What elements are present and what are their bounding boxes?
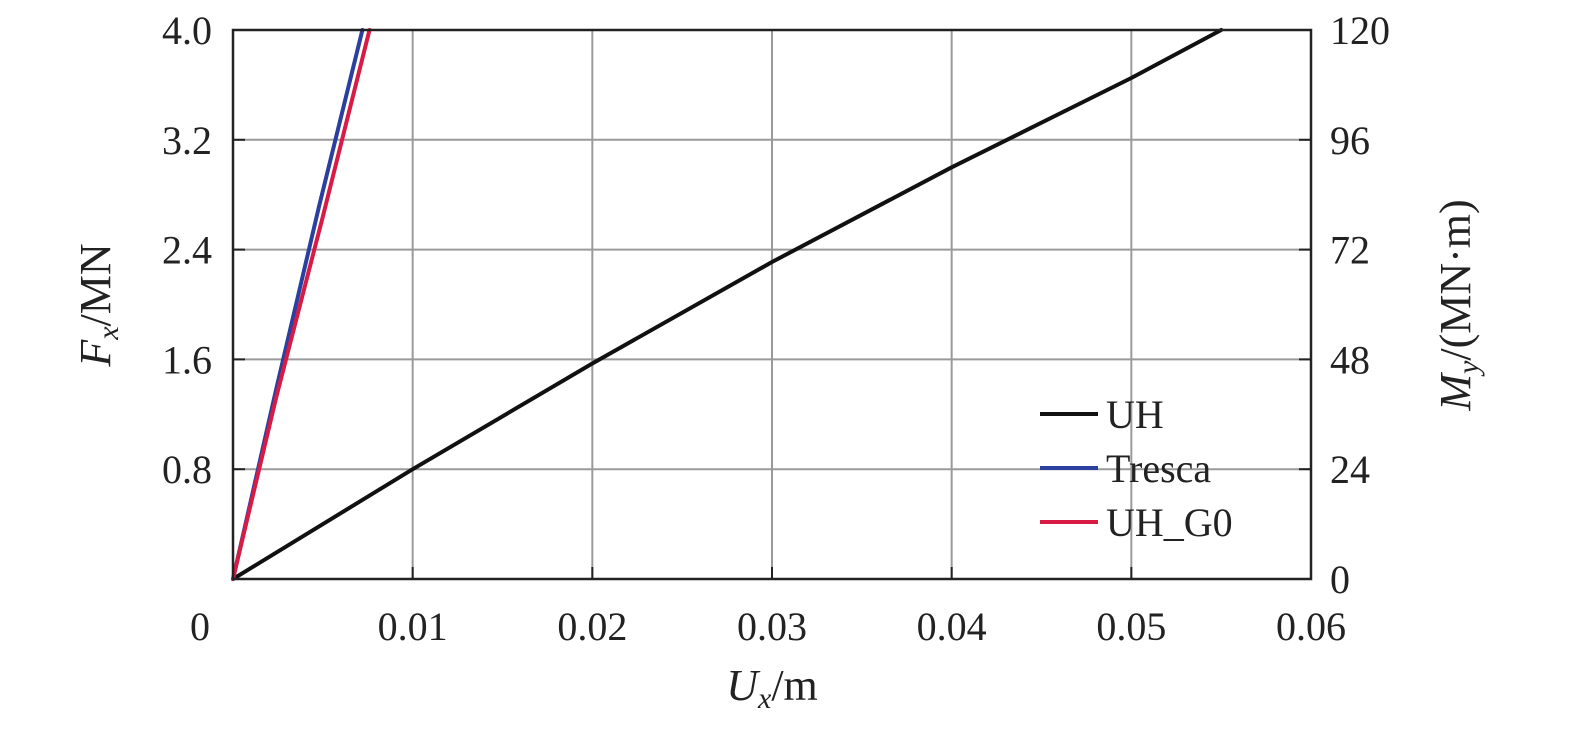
tick-labels: 0 0.01 0.02 0.03 0.04 0.05 0.06 0.8 1.6 2.4 3.2 4.0… — [162, 8, 1390, 649]
x-tick-label: 0.01 — [378, 604, 448, 649]
y-right-tick-label: 24 — [1330, 447, 1370, 492]
series-line-uh — [231, 28, 1224, 581]
y-left-tick-label: 4.0 — [162, 8, 212, 53]
legend: UH Tresca UH_G0 — [1040, 392, 1233, 545]
legend-label-uh-g0: UH_G0 — [1106, 500, 1233, 545]
x-axis-label: Ux/m — [726, 661, 818, 715]
x-tick-label: 0.04 — [917, 604, 987, 649]
y-left-tick-label: 1.6 — [162, 337, 212, 382]
y-left-tick-label: 2.4 — [162, 228, 212, 273]
x-tick-label: 0.05 — [1096, 604, 1166, 649]
y-right-tick-label: 72 — [1330, 228, 1370, 273]
x-tick-label: 0.06 — [1276, 604, 1346, 649]
y-left-tick-label: 0.8 — [162, 447, 212, 492]
series-lines — [231, 28, 1224, 581]
grid-lines — [233, 30, 1311, 579]
legend-label-tresca: Tresca — [1106, 446, 1211, 491]
x-tick-label: 0.03 — [737, 604, 807, 649]
legend-label-uh: UH — [1106, 392, 1164, 437]
y-axis-right-label: My/(MN·m) — [1431, 199, 1485, 411]
x-tick-label: 0 — [190, 604, 210, 649]
y-left-tick-label: 3.2 — [162, 118, 212, 163]
axis-ticks — [232, 29, 1312, 580]
series-line-uh-g0 — [231, 28, 372, 581]
y-right-tick-label: 48 — [1330, 337, 1370, 382]
y-right-tick-label: 0 — [1330, 557, 1350, 602]
x-tick-label: 0.02 — [557, 604, 627, 649]
y-axis-left-label: Fx/MN — [71, 243, 125, 367]
y-right-tick-label: 120 — [1330, 8, 1390, 53]
y-right-tick-label: 96 — [1330, 118, 1370, 163]
